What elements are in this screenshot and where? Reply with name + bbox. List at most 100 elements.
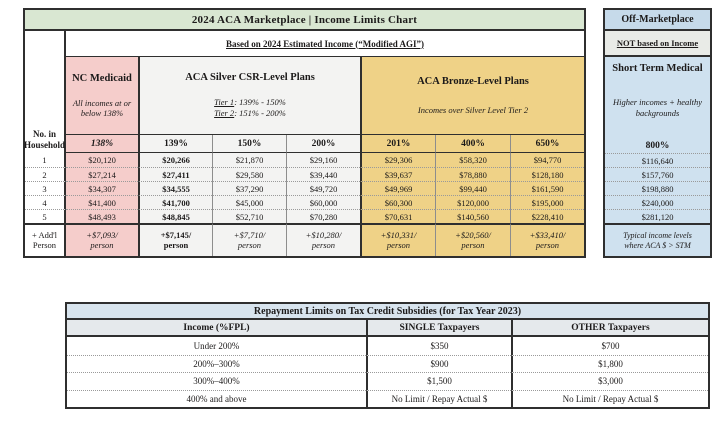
household-header-line2: Household — [24, 139, 66, 150]
addl-person-cell: +$7,710/person — [212, 223, 286, 256]
repayment-cell: $350 — [366, 337, 511, 355]
income-cell: $58,320 — [435, 153, 510, 167]
repayment-cell: $1,500 — [366, 372, 511, 390]
income-cell: $195,000 — [510, 195, 584, 209]
addl-person-cell: +$20,560/person — [435, 223, 510, 256]
off-marketplace-title: Off-Marketplace — [605, 10, 710, 31]
percent-header-400: 400% — [435, 135, 510, 153]
stm-income-cell: $240,000 — [605, 195, 710, 209]
household-size-label: 2 — [25, 167, 66, 181]
income-cell: $120,000 — [435, 195, 510, 209]
repayment-cell: $1,800 — [511, 354, 708, 372]
stm-income-cell: $157,760 — [605, 167, 710, 181]
income-cell: $70,631 — [360, 209, 435, 223]
income-cell: $140,560 — [435, 209, 510, 223]
silver-tier-info: Tier 1: 139% - 150% Tier 2: 151% - 200% — [214, 97, 286, 118]
repayment-cell: No Limit / Repay Actual $ — [366, 389, 511, 407]
income-cell: $37,290 — [212, 181, 286, 195]
household-column-header: No. in Household — [24, 31, 66, 153]
repayment-cell: $900 — [366, 354, 511, 372]
stm-income-cell: $198,880 — [605, 181, 710, 195]
nc-medicaid-title: NC Medicaid — [72, 72, 132, 84]
income-cell: $20,266 — [138, 153, 212, 167]
household-size-label: 3 — [25, 181, 66, 195]
stm-income-cell: $281,120 — [605, 209, 710, 223]
income-cell: $128,180 — [510, 167, 584, 181]
percent-header-150: 150% — [212, 135, 286, 153]
income-cell: $34,307 — [66, 181, 138, 195]
income-cell: $78,880 — [435, 167, 510, 181]
income-cell: $161,590 — [510, 181, 584, 195]
stm-title: Short Term Medical — [612, 63, 703, 74]
repayment-header-income: Income (%FPL) — [67, 320, 366, 337]
household-size-label: 5 — [25, 209, 66, 223]
estimated-income-subheader: Based on 2024 Estimated Income (“Modifie… — [66, 31, 584, 57]
repayment-cell: No Limit / Repay Actual $ — [511, 389, 708, 407]
repayment-cell: 300%–400% — [67, 372, 366, 390]
tier1-line: Tier 1: 139% - 150% — [214, 97, 286, 108]
repayment-cell: Under 200% — [193, 340, 240, 351]
income-cell: $94,770 — [510, 153, 584, 167]
income-cell: $48,493 — [66, 209, 138, 223]
tier2-line: Tier 2: 151% - 200% — [214, 107, 286, 118]
income-cell: $41,700 — [138, 195, 212, 209]
percent-header-138: 138% — [66, 135, 138, 153]
income-limits-table: 2024 ACA Marketplace | Income Limits Cha… — [23, 8, 586, 258]
income-cell: $29,160 — [286, 153, 360, 167]
nc-medicaid-desc: All incomes at or below 138% — [72, 97, 132, 119]
addl-person-cell: +$7,145/person — [138, 223, 212, 256]
income-cell: $228,410 — [510, 209, 584, 223]
percent-header-200: 200% — [286, 135, 360, 153]
income-cell: $45,000 — [212, 195, 286, 209]
bronze-plans-header: ACA Bronze-Level Plans Incomes over Silv… — [360, 57, 584, 135]
repayment-table-title: Repayment Limits on Tax Credit Subsidies… — [67, 304, 708, 320]
income-cell: $39,637 — [360, 167, 435, 181]
addl-person-cell: +$10,331/person — [360, 223, 435, 256]
income-cell: $27,411 — [138, 167, 212, 181]
income-cell: $41,400 — [66, 195, 138, 209]
bronze-plans-desc: Incomes over Silver Level Tier 2 — [417, 104, 529, 115]
repayment-cell: $700 — [511, 337, 708, 355]
percent-header-800: 800% — [645, 141, 670, 151]
repayment-header-other: OTHER Taxpayers — [511, 320, 708, 337]
income-cell: $27,214 — [66, 167, 138, 181]
addl-person-cell: +$33,410/person — [510, 223, 584, 256]
off-marketplace-table: Off-Marketplace NOT based on Income Shor… — [603, 8, 712, 258]
income-cell: $70,280 — [286, 209, 360, 223]
household-header-line1: No. in — [32, 129, 56, 140]
income-cell: $34,555 — [138, 181, 212, 195]
addl-person-cell: +$7,093/person — [66, 223, 138, 256]
household-size-label: 4 — [25, 195, 66, 209]
short-term-medical-header: Short Term Medical Higher incomes + heal… — [605, 57, 710, 153]
stm-income-cell: $116,640 — [605, 153, 710, 167]
nc-medicaid-header: NC Medicaid All incomes at or below 138% — [66, 57, 138, 135]
income-cell: $99,440 — [435, 181, 510, 195]
percent-header-650: 650% — [510, 135, 584, 153]
stm-desc: Higher incomes + healthy backgrounds — [612, 97, 703, 118]
income-cell: $60,300 — [360, 195, 435, 209]
income-cell: $29,580 — [212, 167, 286, 181]
repayment-limits-table: Repayment Limits on Tax Credit Subsidies… — [65, 302, 710, 409]
income-cell: $48,845 — [138, 209, 212, 223]
income-cell: $21,870 — [212, 153, 286, 167]
income-cell: $52,710 — [212, 209, 286, 223]
bronze-plans-title: ACA Bronze-Level Plans — [417, 76, 529, 88]
income-cell: $60,000 — [286, 195, 360, 209]
silver-plans-title: ACA Silver CSR-Level Plans — [185, 72, 315, 84]
not-based-on-income-label: NOT based on Income — [605, 31, 710, 57]
income-cell: $49,969 — [360, 181, 435, 195]
addl-person-cell: +$10,280/person — [286, 223, 360, 256]
repayment-cell: 400% and above — [67, 389, 366, 408]
income-cell: $20,120 — [66, 153, 138, 167]
income-cell: $29,306 — [360, 153, 435, 167]
repayment-cell: $3,000 — [511, 372, 708, 390]
stm-note: Typical income levels where ACA $ > STM — [605, 223, 710, 256]
repayment-cell: 200%–300% — [67, 354, 366, 373]
percent-header-201: 201% — [360, 135, 435, 153]
repayment-header-single: SINGLE Taxpayers — [366, 320, 511, 337]
household-size-label: 1 — [25, 153, 66, 167]
silver-plans-header: ACA Silver CSR-Level Plans Tier 1: 139% … — [138, 57, 360, 135]
addl-person-label: + Add'l Person — [25, 223, 66, 256]
income-cell: $49,720 — [286, 181, 360, 195]
